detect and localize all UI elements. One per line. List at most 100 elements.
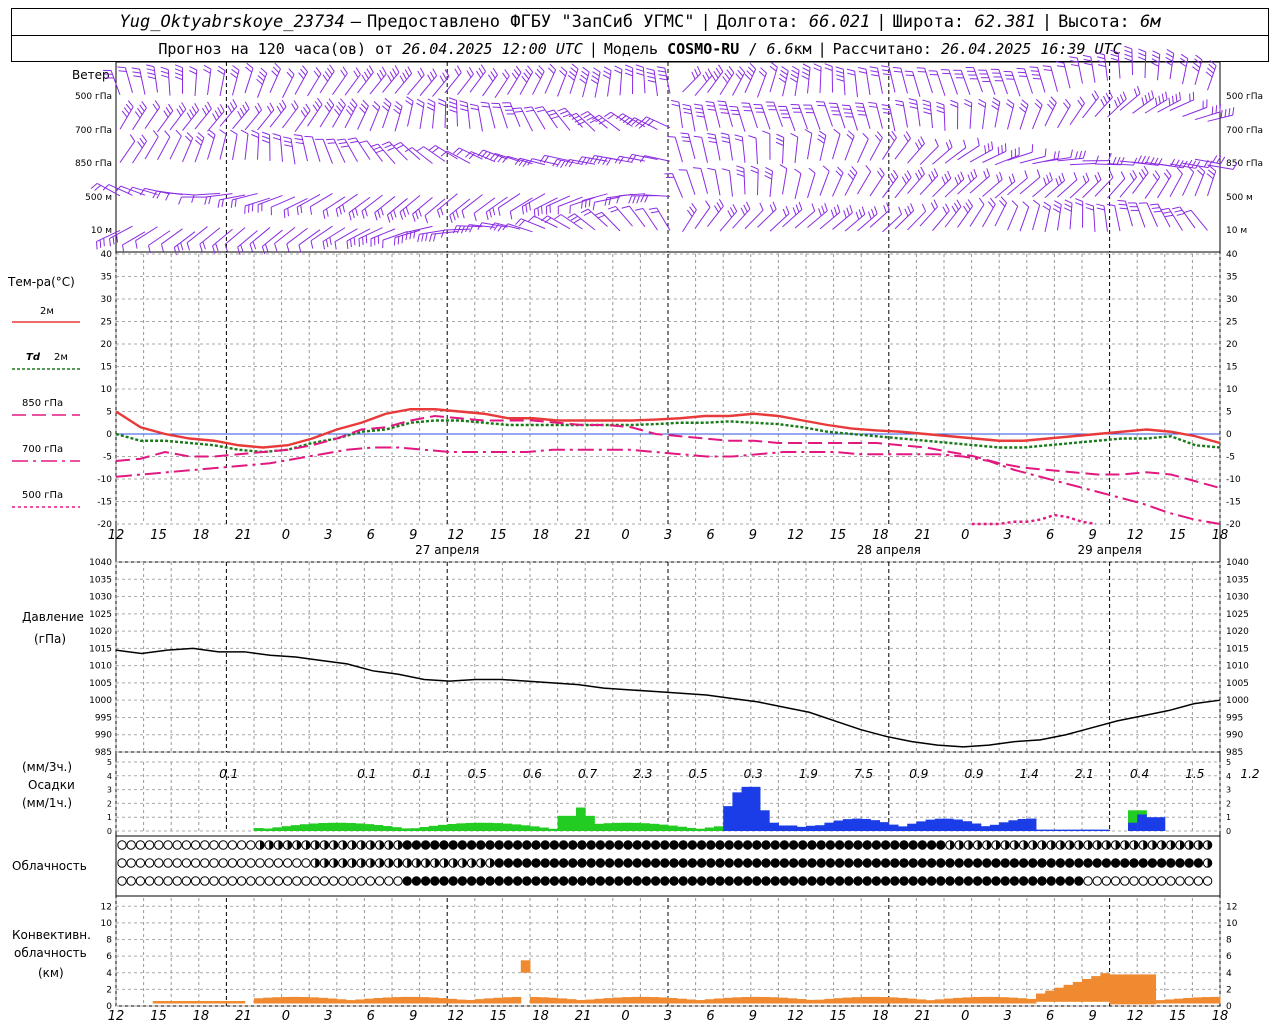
wind-barb (894, 177, 912, 199)
wind-barb (332, 104, 346, 128)
cloud-symbol (402, 840, 412, 850)
cloud-symbol (457, 840, 468, 850)
wind-barb-feather (779, 73, 787, 80)
cloud-symbol (880, 840, 891, 850)
pressure-tick-label-right: 1025 (1226, 610, 1249, 620)
wind-barb (857, 171, 872, 195)
cloud-half (1143, 840, 1148, 850)
wind-barb-feather (257, 102, 263, 111)
wind-barb-feather (730, 109, 739, 112)
wind-barb-feather (586, 116, 595, 121)
wind-barb-feather (177, 244, 181, 253)
wind-barb (719, 72, 735, 96)
cloud-label: Облачность (12, 859, 87, 873)
wind-barb-feather (835, 66, 844, 70)
wind-barb (842, 69, 846, 96)
wind-barb (307, 73, 322, 97)
cloud-symbol (522, 876, 532, 886)
precip-bar (815, 825, 825, 831)
wind-barb-feather (286, 243, 290, 252)
wind-barb-feather (394, 65, 400, 73)
wind-barb-feather (468, 67, 474, 75)
wind-barb-feather (1061, 172, 1066, 181)
wind-barb-feather (874, 134, 881, 142)
wind-barb-feather (907, 205, 912, 214)
wind-barb-feather (1036, 169, 1041, 178)
wind-barb-feather (389, 71, 395, 79)
conv-bar (1137, 974, 1147, 1005)
wind-barb-feather (440, 207, 444, 216)
wind-barb (1182, 171, 1195, 196)
wind-barb-feather (417, 234, 420, 243)
wind-barb-feather (139, 104, 145, 112)
wind-barb-feather (381, 141, 390, 146)
legend-500-label: 500 гПа (22, 490, 64, 501)
wind-barb-feather (1054, 200, 1062, 206)
cloud-symbol (1074, 876, 1084, 886)
cloud-circle (862, 840, 872, 850)
cloud-circle (733, 876, 744, 886)
cloud-circle (899, 876, 909, 886)
cloud-half (342, 840, 348, 850)
cloud-circle (494, 840, 504, 850)
hour-label-bottom: 3 (1004, 1009, 1012, 1024)
conv-bar (842, 997, 853, 1004)
wind-barb (257, 73, 268, 98)
wind-barb-feather (1110, 49, 1119, 54)
wind-barb-feather (769, 65, 777, 72)
wind-barb-feather (696, 115, 705, 118)
hour-label: 9 (749, 528, 757, 543)
cloud-symbol (126, 840, 136, 850)
wind-barb (388, 141, 408, 161)
cloud-symbol (595, 876, 606, 886)
precip-bar (695, 828, 706, 831)
cloud-symbol (292, 858, 302, 868)
model-resolution-unit: км (793, 39, 812, 58)
lat-value: 62.381 (974, 12, 1036, 32)
cloud-circle (880, 858, 891, 868)
cloud-symbol (549, 876, 560, 886)
cloud-circle (844, 876, 854, 886)
wind-barb (122, 231, 146, 246)
conv-bar (686, 999, 697, 1004)
wind-barb-feather (682, 103, 691, 107)
cloud-symbol (264, 840, 274, 850)
precip-bar (382, 826, 393, 831)
cloud-symbol (512, 858, 523, 868)
wind-barb-feather (312, 104, 318, 112)
wind-barb-feather (338, 206, 342, 215)
wind-barb-feather (640, 116, 647, 123)
wind-barb-feather (327, 142, 336, 144)
wind-barb-feather (987, 143, 990, 152)
wind-barb (644, 155, 671, 162)
wind-barb-feather (567, 74, 575, 81)
temp-tick-label-left: 25 (101, 318, 112, 328)
wind-barb-feather (551, 115, 559, 120)
cloud-circle (577, 840, 587, 850)
pressure-tick-label-left: 1030 (89, 593, 112, 603)
wind-barb-feather (127, 100, 134, 108)
cloud-circle (144, 876, 155, 886)
wind-barb-feather (326, 208, 329, 217)
wind-barb-feather (342, 66, 348, 74)
wind-barb-feather (203, 64, 212, 70)
wind-barb-feather (821, 205, 825, 214)
precip-3h-label: 0.7 (578, 767, 597, 781)
precip-bar (1128, 810, 1138, 831)
cloud-circle (807, 840, 817, 850)
wind-barb-feather (1147, 92, 1151, 101)
cloud-circle (660, 840, 670, 850)
wind-barb (582, 193, 608, 202)
cloud-symbol (292, 876, 302, 886)
cloud-symbol (356, 840, 366, 850)
wind-barb-feather (246, 62, 254, 69)
wind-barb-feather (207, 101, 212, 110)
wind-barb (1124, 201, 1133, 227)
cloud-circle (641, 840, 652, 850)
wind-barb-feather (957, 174, 962, 183)
cloud-circle (549, 876, 560, 886)
temp-tick-label-right: -20 (1226, 520, 1241, 530)
cloud-circle (586, 858, 596, 868)
computed-label: Рассчитано: (832, 39, 932, 58)
temp-tick-label-left: -10 (97, 475, 112, 485)
